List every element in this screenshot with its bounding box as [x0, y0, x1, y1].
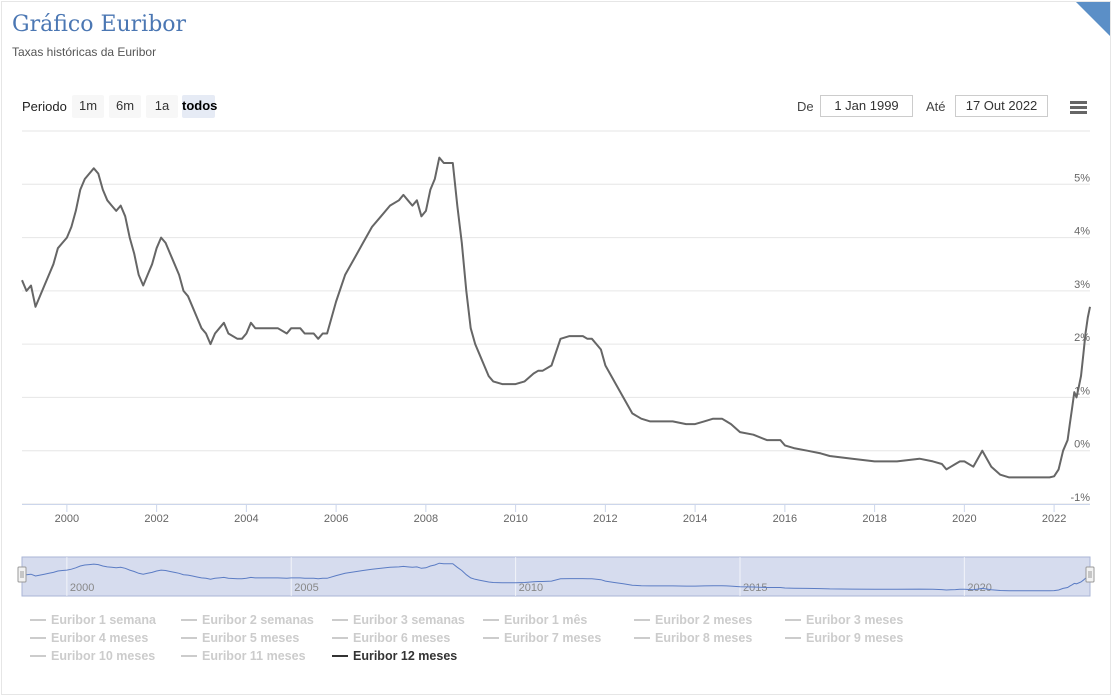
navigator-tick-label: 2010	[519, 582, 543, 594]
legend-label: Euribor 1 mês	[504, 613, 588, 627]
x-tick-label: 2018	[862, 513, 886, 525]
from-date-input[interactable]: 1 Jan 1999	[820, 95, 913, 117]
corner-ribbon	[1076, 2, 1110, 62]
range-button-1a[interactable]: 1a	[146, 95, 178, 118]
legend-swatch	[634, 618, 650, 621]
y-tick-label: 3%	[1074, 279, 1090, 291]
hamburger-menu-icon[interactable]	[1070, 101, 1087, 115]
to-date-input[interactable]: 17 Out 2022	[955, 95, 1048, 117]
legend-swatch	[30, 618, 46, 621]
legend-swatch	[332, 636, 348, 639]
legend-item[interactable]: Euribor 7 meses	[483, 631, 601, 645]
legend-item[interactable]: Euribor 11 meses	[181, 649, 306, 663]
legend-swatch	[483, 618, 499, 621]
legend-swatch	[181, 654, 197, 657]
legend-item[interactable]: Euribor 3 meses	[785, 613, 903, 627]
legend-swatch	[30, 636, 46, 639]
y-tick-label: 0%	[1074, 439, 1090, 451]
legend-item[interactable]: Euribor 4 meses	[30, 631, 148, 645]
legend-swatch	[30, 654, 46, 657]
legend-label: Euribor 1 semana	[51, 613, 156, 627]
y-tick-label: -1%	[1070, 492, 1090, 504]
x-tick-label: 2012	[593, 513, 617, 525]
chart-subtitle: Taxas históricas da Euribor	[12, 45, 157, 59]
legend-swatch	[332, 654, 348, 657]
legend-item[interactable]: Euribor 2 semanas	[181, 613, 314, 627]
legend-item[interactable]: Euribor 8 meses	[634, 631, 752, 645]
navigator-tick-label: 2015	[743, 582, 767, 594]
legend-swatch	[332, 618, 348, 621]
legend-label: Euribor 11 meses	[202, 649, 306, 663]
from-date-label: De	[797, 99, 814, 114]
navigator-handle-right[interactable]	[1085, 566, 1095, 583]
legend-item[interactable]: Euribor 10 meses	[30, 649, 155, 663]
range-button-todos[interactable]: todos	[182, 95, 217, 118]
legend-label: Euribor 9 meses	[806, 631, 904, 645]
legend-label: Euribor 6 meses	[353, 631, 451, 645]
navigator-tick-label: 2000	[70, 582, 94, 594]
legend-label: Euribor 3 meses	[806, 613, 904, 627]
legend-swatch	[181, 636, 197, 639]
navigator-series-line	[21, 562, 1091, 592]
legend-item[interactable]: Euribor 3 semanas	[332, 613, 465, 627]
legend-item[interactable]: Euribor 2 meses	[634, 613, 752, 627]
navigator-mask	[21, 556, 1091, 597]
legend-label: Euribor 7 meses	[504, 631, 602, 645]
x-tick-label: 2008	[414, 513, 438, 525]
legend-label: Euribor 8 meses	[655, 631, 753, 645]
legend-item[interactable]: Euribor 1 mês	[483, 613, 587, 627]
navigator-tick-label: 2020	[967, 582, 991, 594]
x-tick-label: 2016	[773, 513, 797, 525]
legend-swatch	[483, 636, 499, 639]
x-tick-label: 2006	[324, 513, 348, 525]
x-tick-label: 2014	[683, 513, 707, 525]
legend-swatch	[181, 618, 197, 621]
navigator-handle-left[interactable]	[17, 566, 27, 583]
series-line-euribor-12-meses	[21, 156, 1091, 479]
x-tick-label: 2000	[55, 513, 79, 525]
y-tick-label: 5%	[1074, 172, 1090, 184]
x-tick-label: 2004	[234, 513, 258, 525]
y-tick-label: 2%	[1074, 332, 1090, 344]
legend-item[interactable]: Euribor 12 meses	[332, 649, 457, 663]
legend-label: Euribor 12 meses	[353, 649, 458, 663]
legend-label: Euribor 3 semanas	[353, 613, 465, 627]
legend-swatch	[785, 618, 801, 621]
y-tick-label: 4%	[1074, 226, 1090, 238]
legend-label: Euribor 2 meses	[655, 613, 753, 627]
legend-item[interactable]: Euribor 5 meses	[181, 631, 299, 645]
x-tick-label: 2002	[144, 513, 168, 525]
legend-item[interactable]: Euribor 9 meses	[785, 631, 903, 645]
to-date-label: Até	[926, 99, 946, 114]
legend-swatch	[785, 636, 801, 639]
range-button-1m[interactable]: 1m	[72, 95, 104, 118]
chart-title: Gráfico Euribor	[12, 12, 187, 37]
x-tick-label: 2010	[503, 513, 527, 525]
range-selector-label: Periodo	[22, 99, 67, 114]
legend-item[interactable]: Euribor 6 meses	[332, 631, 450, 645]
navigator-tick-label: 2005	[294, 582, 318, 594]
range-button-6m[interactable]: 6m	[109, 95, 141, 118]
legend-label: Euribor 2 semanas	[202, 613, 314, 627]
legend-label: Euribor 4 meses	[51, 631, 149, 645]
x-tick-label: 2020	[952, 513, 976, 525]
legend-label: Euribor 10 meses	[51, 649, 156, 663]
legend-item[interactable]: Euribor 1 semana	[30, 613, 156, 627]
legend-swatch	[634, 636, 650, 639]
x-tick-label: 2022	[1042, 513, 1066, 525]
legend-label: Euribor 5 meses	[202, 631, 300, 645]
